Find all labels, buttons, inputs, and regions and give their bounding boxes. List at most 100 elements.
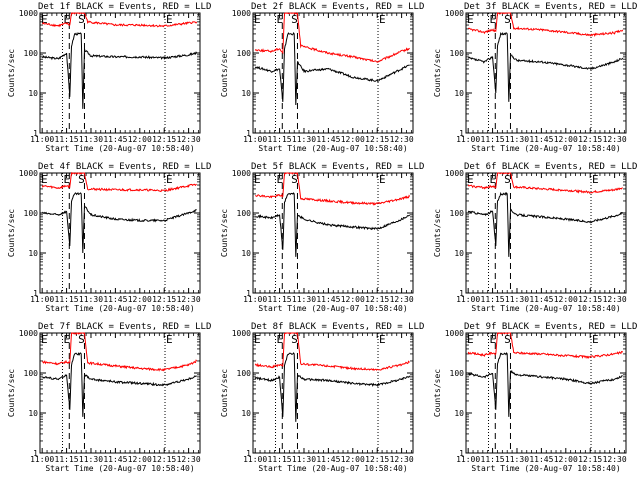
x-tick-label: 11:30 — [79, 295, 103, 304]
y-tick-label: 10 — [454, 409, 464, 418]
event-marker-label: E — [592, 333, 599, 346]
x-tick-label: 11:45 — [103, 135, 127, 144]
y-tick-label: 1 — [33, 129, 38, 138]
x-tick-label: 12:15 — [578, 295, 602, 304]
series-line-events — [255, 192, 411, 257]
series-line-lld — [467, 332, 624, 360]
series-line-events — [42, 352, 197, 417]
x-tick-label: 12:30 — [603, 455, 627, 464]
x-tick-label: 11:45 — [103, 295, 127, 304]
x-tick-label: 11:15 — [481, 135, 505, 144]
detector-chart-1: Det 1f BLACK = Events, RED = LLD 1 10 100 10… — [7, 2, 211, 153]
panel-title: Det 8f BLACK = Events, RED = LLD — [251, 322, 424, 332]
event-marker-label: E — [379, 173, 386, 186]
detector-chart-2: Det 2f BLACK = Events, RED = LLD 1 10 100 10… — [220, 2, 424, 153]
series-line-events — [468, 351, 623, 417]
plot-frame — [252, 332, 414, 454]
y-tick-label: 10 — [241, 249, 251, 258]
event-marker-label: E — [467, 13, 474, 26]
x-tick-label: 11:15 — [55, 295, 79, 304]
event-marker-label: E — [277, 13, 284, 26]
x-axis-label: Start Time (20-Aug-07 10:58:40) — [45, 304, 194, 313]
x-tick-label: 11:00 — [456, 135, 480, 144]
x-tick-label: 11:30 — [505, 455, 529, 464]
y-axis-label: Counts/sec — [220, 369, 229, 417]
detector-chart-7: Det 7f BLACK = Events, RED = LLD 1 10 100 10… — [7, 322, 211, 473]
x-axis-label: Start Time (20-Aug-07 10:58:40) — [258, 464, 407, 473]
series-line-lld — [255, 172, 411, 206]
detector-panel-4: Det 4f BLACK = Events, RED = LLD 1 10 100 10… — [0, 160, 213, 320]
y-tick-label: 10 — [28, 409, 38, 418]
x-tick-label: 11:00 — [456, 295, 480, 304]
detector-chart-8: Det 8f BLACK = Events, RED = LLD 1 10 100 10… — [220, 322, 424, 473]
series-line-events — [467, 191, 624, 257]
detector-chart-3: Det 3f BLACK = Events, RED = LLD 1 10 100 10… — [433, 2, 637, 153]
x-tick-label: 11:30 — [292, 455, 316, 464]
y-tick-label: 100 — [237, 49, 252, 58]
y-axis-label: Counts/sec — [433, 209, 442, 257]
x-tick-label: 11:45 — [529, 455, 553, 464]
x-tick-label: 12:00 — [341, 295, 365, 304]
y-tick-label: 1 — [459, 449, 464, 458]
y-tick-label: 10 — [28, 89, 38, 98]
event-marker-label: E — [592, 13, 599, 26]
event-marker-label: S — [504, 333, 511, 346]
x-tick-label: 11:30 — [79, 135, 103, 144]
detector-panel-9: Det 9f BLACK = Events, RED = LLD 1 10 100 10… — [426, 320, 639, 480]
event-marker-label: E — [379, 333, 386, 346]
event-marker-label: E — [64, 13, 71, 26]
plot-frame — [252, 12, 414, 134]
event-marker-label: E — [41, 333, 48, 346]
series-line-events — [467, 32, 624, 102]
x-tick-label: 11:15 — [481, 455, 505, 464]
panel-title: Det 2f BLACK = Events, RED = LLD — [251, 2, 424, 12]
y-tick-label: 10 — [454, 249, 464, 258]
event-marker-label: E — [490, 13, 497, 26]
x-tick-label: 12:15 — [365, 455, 389, 464]
y-tick-label: 1000 — [232, 329, 251, 338]
y-tick-label: 10 — [241, 89, 251, 98]
y-tick-label: 1000 — [19, 329, 38, 338]
x-tick-label: 12:15 — [152, 455, 176, 464]
plot-frame — [39, 12, 201, 134]
x-tick-label: 11:30 — [292, 295, 316, 304]
series-line-lld — [467, 12, 624, 38]
plot-frame — [252, 172, 414, 294]
event-marker-label: S — [78, 333, 85, 346]
event-marker-label: S — [291, 13, 298, 26]
x-axis-label: Start Time (20-Aug-07 10:58:40) — [471, 144, 620, 153]
event-marker-label: S — [291, 333, 298, 346]
detector-panel-5: Det 5f BLACK = Events, RED = LLD 1 10 100 10… — [213, 160, 426, 320]
series-line-events — [41, 192, 197, 254]
x-tick-label: 11:00 — [30, 295, 54, 304]
y-tick-label: 1000 — [232, 9, 251, 18]
x-tick-label: 12:00 — [554, 455, 578, 464]
event-marker-label: E — [166, 13, 173, 26]
y-axis-label: Counts/sec — [7, 369, 16, 417]
x-tick-label: 12:00 — [554, 135, 578, 144]
x-tick-label: 12:00 — [128, 295, 152, 304]
x-tick-label: 12:30 — [390, 135, 414, 144]
y-tick-label: 10 — [28, 249, 38, 258]
y-tick-label: 100 — [237, 369, 252, 378]
series-line-lld — [41, 12, 198, 28]
detector-panel-6: Det 6f BLACK = Events, RED = LLD 1 10 100 10… — [426, 160, 639, 320]
x-tick-label: 12:15 — [152, 135, 176, 144]
panel-title: Det 9f BLACK = Events, RED = LLD — [464, 322, 637, 332]
x-tick-label: 11:00 — [243, 135, 267, 144]
event-marker-label: E — [254, 333, 261, 346]
y-tick-label: 100 — [24, 369, 39, 378]
x-axis-label: Start Time (20-Aug-07 10:58:40) — [258, 144, 407, 153]
event-marker-label: S — [291, 173, 298, 186]
x-tick-label: 11:15 — [55, 135, 79, 144]
x-tick-label: 11:00 — [30, 135, 54, 144]
x-tick-label: 12:00 — [341, 455, 365, 464]
y-tick-label: 100 — [450, 369, 465, 378]
event-marker-label: E — [490, 333, 497, 346]
series-line-lld — [467, 172, 623, 194]
event-marker-label: E — [277, 333, 284, 346]
x-tick-label: 11:00 — [243, 455, 267, 464]
y-tick-label: 100 — [24, 49, 39, 58]
event-marker-label: S — [504, 173, 511, 186]
y-tick-label: 1000 — [445, 169, 464, 178]
